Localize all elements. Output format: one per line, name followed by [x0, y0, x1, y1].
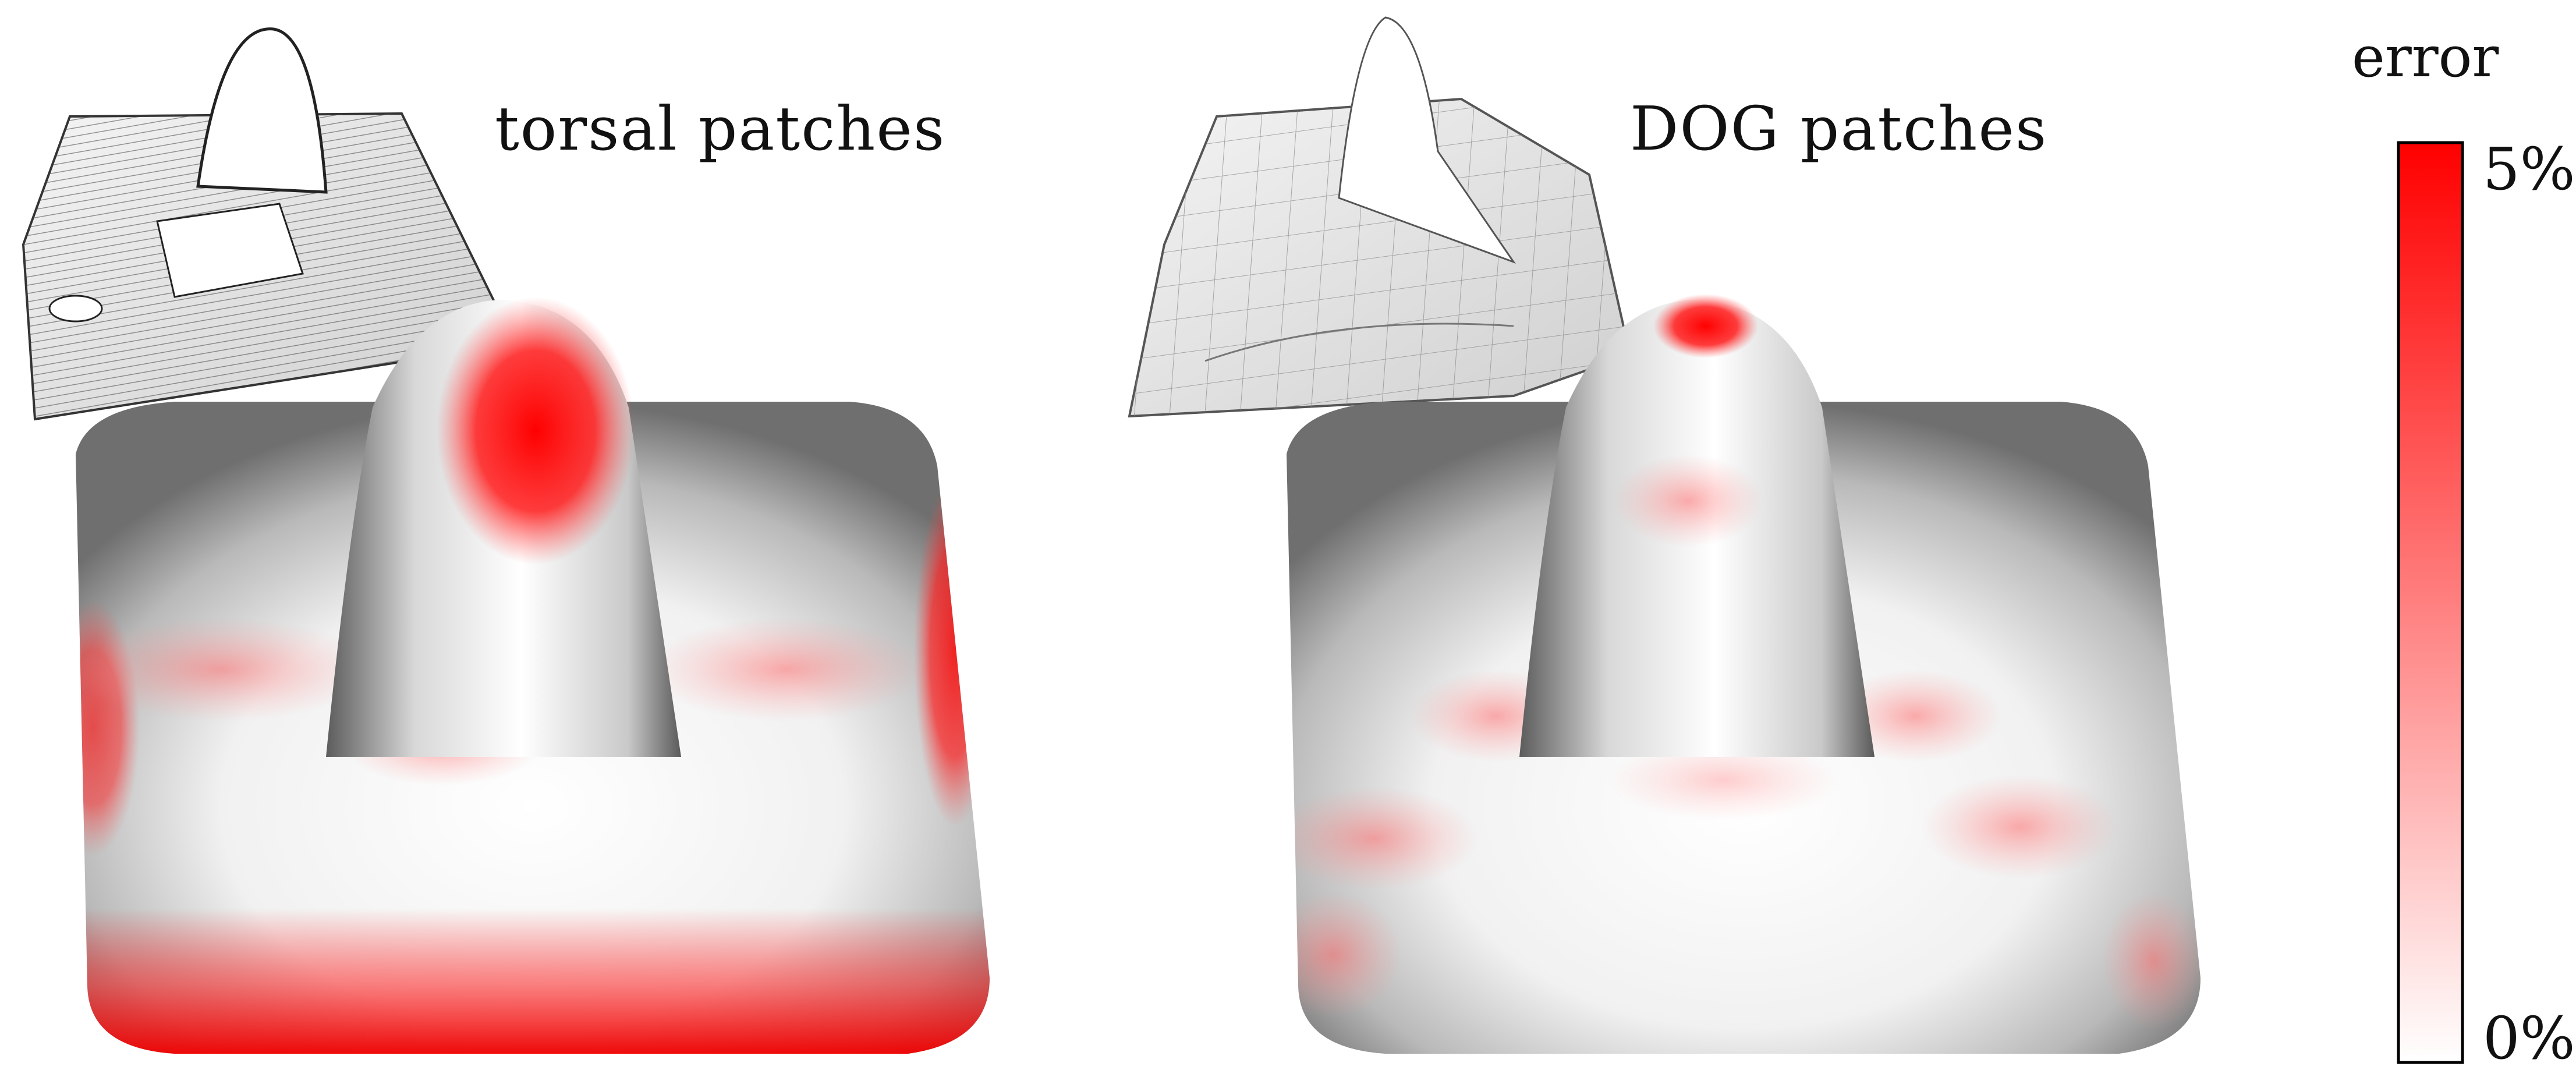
colorbar-min-label: 0%: [2483, 1004, 2575, 1072]
grid-dog-mesh-icon: [1128, 16, 1632, 418]
dog-panel-title: DOG patches: [1630, 93, 2048, 164]
ruled-torsal-mesh-icon: [22, 27, 497, 421]
colorbar-gradient: [2397, 141, 2464, 1064]
colorbar-max-label: 5%: [2483, 135, 2575, 203]
torsal-panel: [22, 27, 990, 1054]
torsal-error-surface: [76, 297, 990, 1054]
error-colorbar: [2397, 141, 2464, 1064]
dog-error-surface: [1287, 294, 2201, 1054]
colorbar-title: error: [2352, 24, 2499, 90]
dog-panel: [1128, 16, 2201, 1054]
torsal-panel-title: torsal patches: [495, 93, 946, 164]
